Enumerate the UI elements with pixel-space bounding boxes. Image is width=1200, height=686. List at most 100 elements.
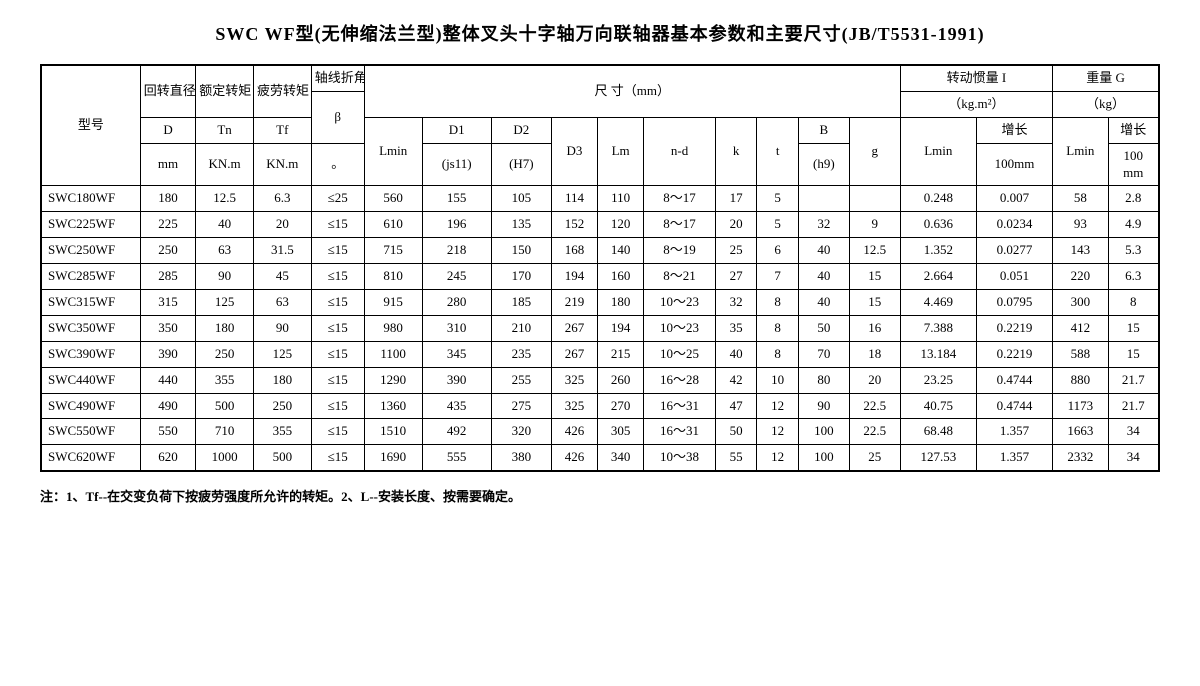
cell-k: 27 bbox=[715, 264, 757, 290]
cell-lm: 215 bbox=[598, 341, 644, 367]
cell-ii: 0.007 bbox=[976, 186, 1052, 212]
th-dim: 尺 寸（mm） bbox=[364, 65, 900, 117]
cell-nd: 10～38 bbox=[644, 445, 716, 471]
table-row: SWC250WF2506331.5≤157152181501681408～192… bbox=[41, 238, 1159, 264]
cell-il: 13.184 bbox=[900, 341, 976, 367]
cell-tf: 20 bbox=[253, 212, 311, 238]
cell-tn: 355 bbox=[196, 367, 254, 393]
cell-ii: 0.4744 bbox=[976, 367, 1052, 393]
cell-d3: 426 bbox=[551, 445, 597, 471]
cell-tf: 180 bbox=[253, 367, 311, 393]
th-lmin: Lmin bbox=[364, 117, 422, 186]
cell-tf: 31.5 bbox=[253, 238, 311, 264]
cell-d2: 135 bbox=[491, 212, 551, 238]
table-row: SWC350WF35018090≤1598031021026719410～233… bbox=[41, 315, 1159, 341]
th-beta3: 。 bbox=[311, 143, 364, 186]
th-d2: D2 bbox=[491, 117, 551, 143]
cell-m: SWC315WF bbox=[41, 290, 140, 316]
cell-t: 8 bbox=[757, 341, 799, 367]
cell-d3: 325 bbox=[551, 367, 597, 393]
th-moi2: （kg.m²） bbox=[900, 91, 1052, 117]
cell-lmin: 610 bbox=[364, 212, 422, 238]
cell-g: 9 bbox=[849, 212, 900, 238]
cell-b: ≤15 bbox=[311, 315, 364, 341]
cell-wi: 15 bbox=[1108, 315, 1159, 341]
cell-wl: 93 bbox=[1053, 212, 1108, 238]
cell-d2: 150 bbox=[491, 238, 551, 264]
cell-d1: 492 bbox=[422, 419, 491, 445]
cell-tf: 125 bbox=[253, 341, 311, 367]
cell-tn: 500 bbox=[196, 393, 254, 419]
th-moi-inc2: 100mm bbox=[976, 143, 1052, 186]
th-moi-lmin: Lmin bbox=[900, 117, 976, 186]
th-tn: 额定转矩 bbox=[196, 65, 254, 117]
th-wt2: （kg） bbox=[1053, 91, 1159, 117]
cell-ii: 0.4744 bbox=[976, 393, 1052, 419]
cell-d3: 219 bbox=[551, 290, 597, 316]
cell-m: SWC620WF bbox=[41, 445, 140, 471]
cell-il: 40.75 bbox=[900, 393, 976, 419]
cell-g: 16 bbox=[849, 315, 900, 341]
cell-m: SWC250WF bbox=[41, 238, 140, 264]
cell-d: 490 bbox=[140, 393, 195, 419]
cell-wl: 880 bbox=[1053, 367, 1108, 393]
cell-b: ≤15 bbox=[311, 238, 364, 264]
cell-d3: 267 bbox=[551, 315, 597, 341]
th-dia: 回转直径 bbox=[140, 65, 195, 117]
cell-nd: 8～21 bbox=[644, 264, 716, 290]
cell-B: 80 bbox=[798, 367, 849, 393]
cell-d2: 170 bbox=[491, 264, 551, 290]
th-d2b: (H7) bbox=[491, 143, 551, 186]
cell-t: 5 bbox=[757, 186, 799, 212]
cell-d: 620 bbox=[140, 445, 195, 471]
cell-d2: 380 bbox=[491, 445, 551, 471]
cell-t: 7 bbox=[757, 264, 799, 290]
th-model: 型号 bbox=[41, 65, 140, 186]
cell-t: 12 bbox=[757, 445, 799, 471]
cell-d3: 267 bbox=[551, 341, 597, 367]
cell-B: 40 bbox=[798, 264, 849, 290]
cell-d3: 426 bbox=[551, 419, 597, 445]
cell-k: 32 bbox=[715, 290, 757, 316]
cell-wi: 6.3 bbox=[1108, 264, 1159, 290]
cell-b: ≤15 bbox=[311, 445, 364, 471]
th-bb: (h9) bbox=[798, 143, 849, 186]
cell-d3: 152 bbox=[551, 212, 597, 238]
cell-d: 390 bbox=[140, 341, 195, 367]
cell-k: 55 bbox=[715, 445, 757, 471]
cell-d1: 218 bbox=[422, 238, 491, 264]
cell-tf: 90 bbox=[253, 315, 311, 341]
cell-wl: 1173 bbox=[1053, 393, 1108, 419]
cell-B: 40 bbox=[798, 290, 849, 316]
cell-k: 42 bbox=[715, 367, 757, 393]
cell-lmin: 1510 bbox=[364, 419, 422, 445]
cell-tf: 45 bbox=[253, 264, 311, 290]
cell-B: 100 bbox=[798, 419, 849, 445]
cell-tn: 710 bbox=[196, 419, 254, 445]
cell-nd: 10～23 bbox=[644, 290, 716, 316]
cell-ii: 1.357 bbox=[976, 445, 1052, 471]
cell-wl: 300 bbox=[1053, 290, 1108, 316]
cell-il: 23.25 bbox=[900, 367, 976, 393]
cell-ii: 0.0795 bbox=[976, 290, 1052, 316]
table-row: SWC390WF390250125≤15110034523526721510～2… bbox=[41, 341, 1159, 367]
cell-lm: 110 bbox=[598, 186, 644, 212]
cell-d: 250 bbox=[140, 238, 195, 264]
cell-tn: 1000 bbox=[196, 445, 254, 471]
cell-d1: 280 bbox=[422, 290, 491, 316]
cell-wi: 8 bbox=[1108, 290, 1159, 316]
cell-m: SWC225WF bbox=[41, 212, 140, 238]
cell-d: 315 bbox=[140, 290, 195, 316]
cell-m: SWC440WF bbox=[41, 367, 140, 393]
cell-nd: 8～19 bbox=[644, 238, 716, 264]
cell-ii: 0.0277 bbox=[976, 238, 1052, 264]
cell-k: 20 bbox=[715, 212, 757, 238]
cell-d1: 155 bbox=[422, 186, 491, 212]
cell-d2: 210 bbox=[491, 315, 551, 341]
cell-B: 40 bbox=[798, 238, 849, 264]
cell-lmin: 810 bbox=[364, 264, 422, 290]
cell-wi: 34 bbox=[1108, 419, 1159, 445]
cell-lm: 305 bbox=[598, 419, 644, 445]
cell-nd: 10～23 bbox=[644, 315, 716, 341]
cell-m: SWC550WF bbox=[41, 419, 140, 445]
